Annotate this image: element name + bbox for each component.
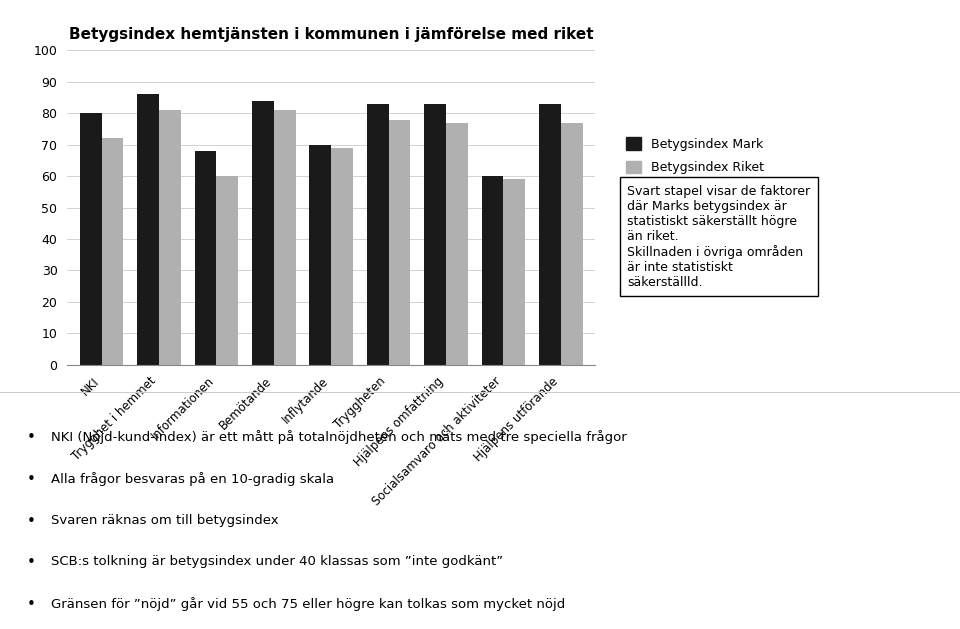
Bar	[389, 120, 411, 365]
Bar	[252, 101, 274, 365]
Bar	[80, 113, 102, 365]
Text: •: •	[27, 555, 36, 571]
Bar	[482, 176, 503, 365]
Bar	[561, 123, 583, 365]
Bar	[539, 104, 561, 365]
Bar	[195, 151, 216, 365]
Bar	[159, 110, 180, 365]
Bar	[309, 145, 331, 365]
Bar	[216, 176, 238, 365]
Text: Alla frågor besvaras på en 10-gradig skala: Alla frågor besvaras på en 10-gradig ska…	[52, 472, 335, 486]
Text: •: •	[27, 430, 36, 445]
Legend: Betygsindex Mark, Betygsindex Riket: Betygsindex Mark, Betygsindex Riket	[621, 132, 769, 179]
Text: Svart stapel visar de faktorer
där Marks betygsindex är
statistiskt säkerställt : Svart stapel visar de faktorer där Marks…	[627, 185, 810, 289]
Bar	[102, 138, 124, 365]
Bar	[424, 104, 446, 365]
Text: SCB:s tolkning är betygsindex under 40 klassas som ”inte godkänt”: SCB:s tolkning är betygsindex under 40 k…	[52, 555, 504, 569]
Text: •: •	[27, 472, 36, 487]
Bar	[503, 179, 525, 365]
Bar	[137, 94, 159, 365]
Bar	[331, 148, 353, 365]
Text: •: •	[27, 514, 36, 528]
Text: Svaren räknas om till betygsindex: Svaren räknas om till betygsindex	[52, 514, 279, 526]
Text: •: •	[27, 597, 36, 612]
Title: Betygsindex hemtjänsten i kommunen i jämförelse med riket: Betygsindex hemtjänsten i kommunen i jäm…	[69, 27, 593, 42]
Text: Gränsen för ”nöjd” går vid 55 och 75 eller högre kan tolkas som mycket nöjd: Gränsen för ”nöjd” går vid 55 och 75 ell…	[52, 597, 565, 611]
Bar	[274, 110, 296, 365]
Text: NKI (Nöjd-kund-index) är ett mått på totalnöjdheten och mäts med tre speciella f: NKI (Nöjd-kund-index) är ett mått på tot…	[52, 430, 627, 444]
Bar	[446, 123, 468, 365]
Bar	[367, 104, 389, 365]
